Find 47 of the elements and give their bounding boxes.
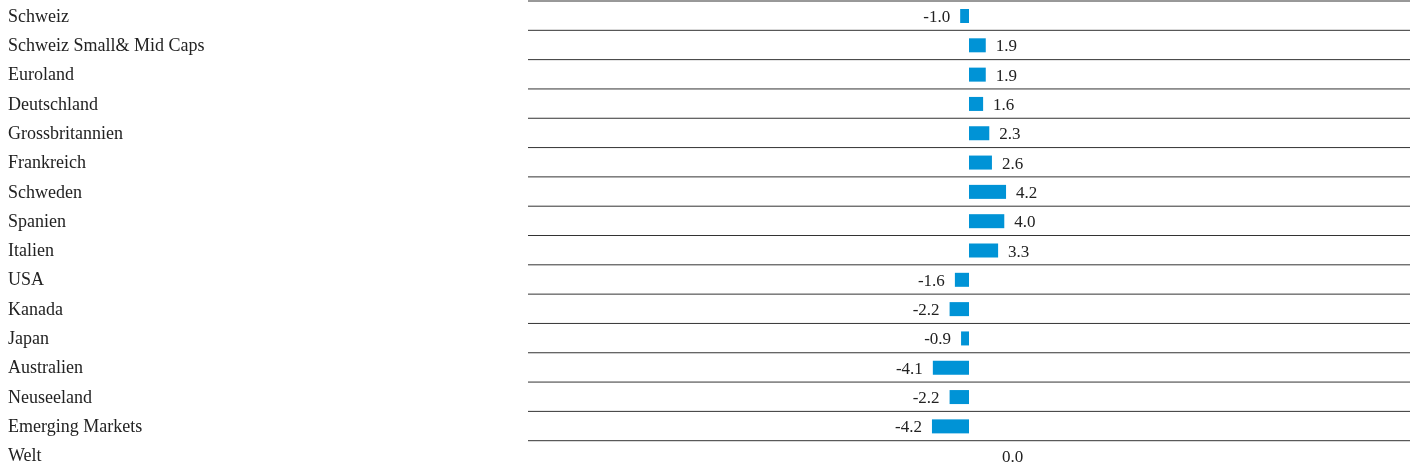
y-tick-label: Spanien <box>8 210 66 231</box>
data-label: -2.2 <box>912 300 940 320</box>
bar <box>969 214 1005 229</box>
data-label: 2.3 <box>999 124 1021 144</box>
bar <box>969 38 986 53</box>
y-tick-label: Welt <box>8 445 42 464</box>
data-label: 3.3 <box>1008 241 1030 261</box>
bar <box>961 331 969 346</box>
bar <box>969 67 986 82</box>
data-label: 1.6 <box>993 94 1015 114</box>
y-tick-label: Emerging Markets <box>8 416 143 437</box>
y-tick-label: Japan <box>8 328 49 349</box>
data-label: -4.2 <box>895 417 922 437</box>
data-label: 0.0 <box>1002 446 1024 464</box>
y-tick-label: Kanada <box>8 298 63 319</box>
bar <box>969 155 992 170</box>
y-tick-label: Schweiz <box>8 5 69 26</box>
data-label: -4.1 <box>895 358 923 378</box>
y-tick-label: Australien <box>8 357 83 378</box>
data-label: 2.6 <box>1001 153 1024 173</box>
bar <box>969 126 990 141</box>
y-tick-label: Deutschland <box>8 93 98 114</box>
y-tick-label: Frankreich <box>8 152 86 173</box>
bar <box>931 419 969 434</box>
y-tick-label: Euroland <box>8 64 74 85</box>
y-tick-label: USA <box>8 269 45 290</box>
data-label: -1.6 <box>917 270 945 290</box>
bar <box>932 360 969 375</box>
y-tick-label: Schweden <box>8 181 82 202</box>
bar <box>969 96 984 111</box>
bar <box>969 243 999 258</box>
y-tick-label: Schweiz Small& Mid Caps <box>8 34 205 55</box>
data-label: 4.0 <box>1014 212 1036 232</box>
bar <box>960 9 969 23</box>
y-tick-label: Grossbritannien <box>8 122 123 143</box>
bar <box>949 390 969 405</box>
y-tick-label: Italien <box>8 240 54 261</box>
bar <box>969 184 1007 199</box>
bar <box>949 302 969 317</box>
data-label: -2.2 <box>912 388 940 408</box>
data-label: -1.0 <box>923 7 951 26</box>
data-label: 1.9 <box>995 65 1018 85</box>
data-label: -0.9 <box>924 329 952 349</box>
bar <box>954 272 969 287</box>
y-tick-label: Neuseeland <box>8 386 92 407</box>
data-label: 1.9 <box>995 36 1018 56</box>
data-label: 4.2 <box>1016 182 1038 202</box>
